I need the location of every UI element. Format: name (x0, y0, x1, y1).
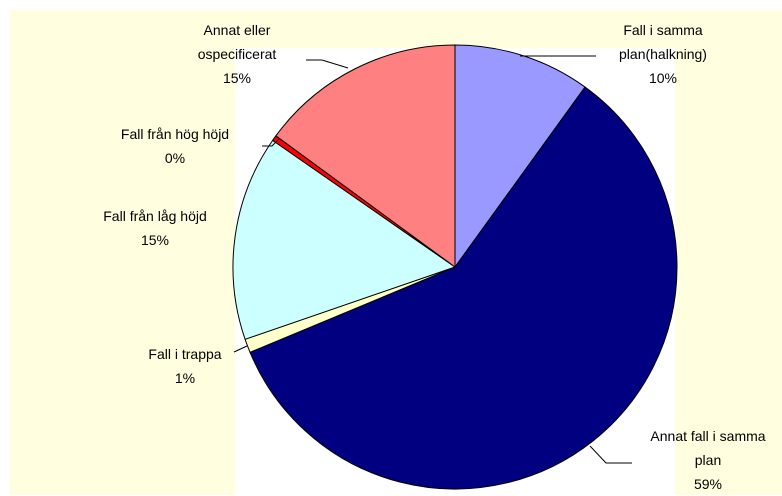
slice-percent: 15% (140, 232, 170, 248)
slice-label: Fall i trappa 1% (148, 342, 221, 390)
pie-slice (232, 139, 457, 340)
slice-percent: 0% (164, 150, 186, 166)
leader-line (589, 445, 632, 464)
pie (232, 44, 678, 490)
slice-name: Annat fall i samma plan (650, 428, 766, 468)
slice-name: Fall från låg höjd (103, 208, 207, 224)
slice-percent: 15% (222, 70, 252, 86)
leader-line (262, 138, 280, 147)
slice-name: Fall i samma plan(halkning) (619, 22, 707, 62)
leader-lines (233, 55, 632, 464)
slice-name: Fall från hög höjd (120, 126, 230, 142)
slice-label: Fall i samma plan(halkning) 10% (613, 18, 713, 90)
slice-name: Fall i trappa (148, 346, 222, 362)
slice-label: Fall från låg höjd 15% (103, 204, 207, 252)
slice-name: Annat eller ospecificerat (197, 22, 277, 62)
slice-label: Fall från hög höjd 0% (121, 122, 229, 170)
pie-slice (275, 44, 456, 268)
slice-percent: 1% (174, 370, 196, 386)
leader-line (306, 59, 349, 69)
slice-label: Annat fall i samma plan 59% (644, 424, 772, 496)
slice-label: Annat eller ospecificerat 15% (191, 18, 283, 90)
slice-percent: 10% (648, 70, 678, 86)
slice-percent: 59% (693, 476, 723, 492)
pie-slice (249, 86, 678, 490)
leader-line (233, 345, 248, 353)
